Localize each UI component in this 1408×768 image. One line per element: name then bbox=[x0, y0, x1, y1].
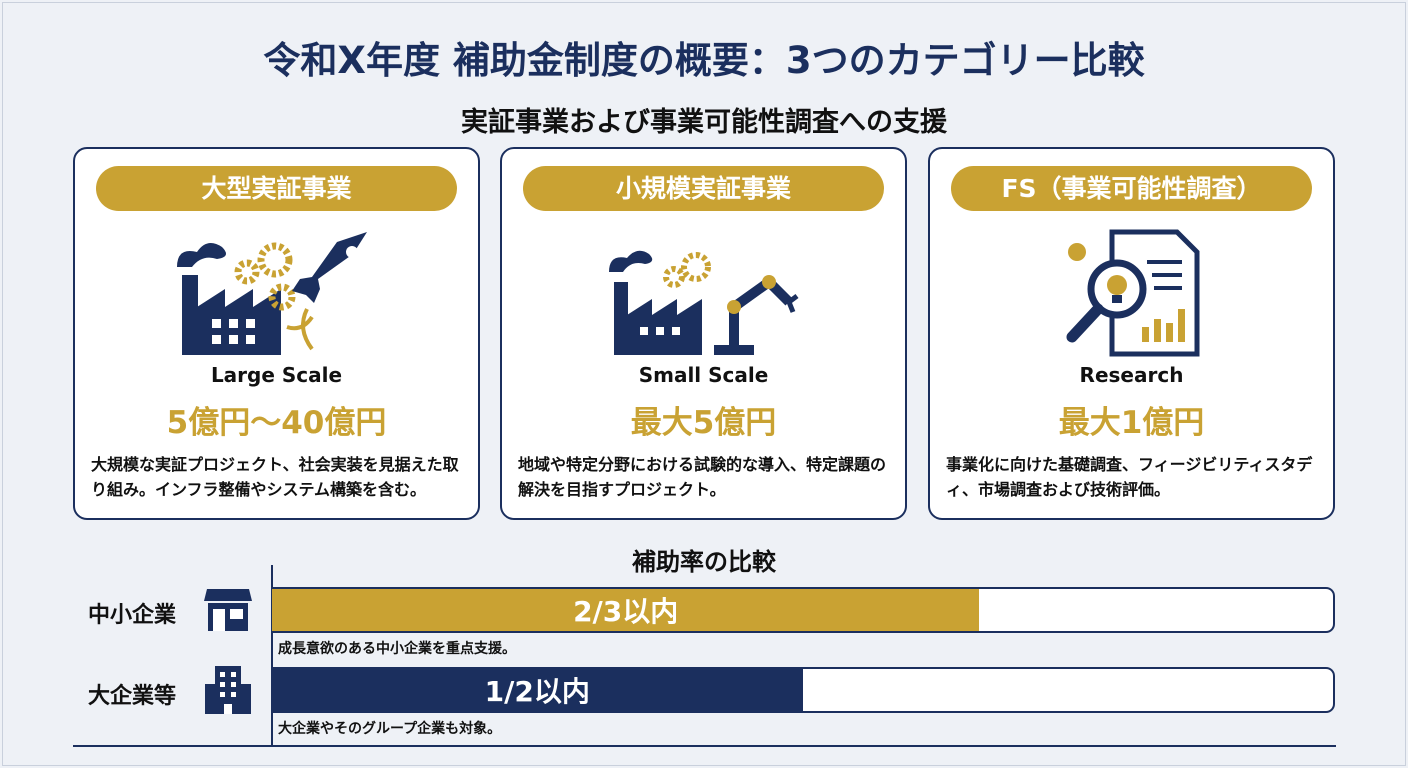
card-small-scale: 小規模実証事業 Small Scale 最大5億円 地域や特定分野における試験的… bbox=[500, 147, 907, 520]
card-amount: 最大5億円 bbox=[630, 405, 777, 441]
card-large-scale: 大型実証事業 Large Scale 5億円〜40億円 大規模な実証プロジェクト… bbox=[73, 147, 480, 520]
rates-heading: 補助率の比較 bbox=[632, 548, 776, 576]
rate-text: 1/2以内 bbox=[484, 675, 590, 708]
row-label: 大企業等 bbox=[88, 684, 177, 709]
card-label-en: Research bbox=[1079, 363, 1184, 387]
magnifier-document-icon bbox=[930, 227, 1333, 359]
row-label: 中小企業 bbox=[88, 603, 177, 628]
row-note: 大企業やそのグループ企業も対象。 bbox=[278, 721, 502, 737]
page-subtitle: 実証事業および事業可能性調査への支援 bbox=[461, 107, 947, 138]
factory-gears-rocket-icon bbox=[75, 227, 478, 359]
baseline bbox=[73, 745, 1336, 747]
card-label-en: Large Scale bbox=[210, 363, 343, 387]
page-title: 令和X年度 補助金制度の概要：3つのカテゴリー比較 bbox=[263, 39, 1145, 82]
card-description: 大規模な実証プロジェクト、社会実装を見据えた取り組み。インフラ整備やシステム構築… bbox=[91, 455, 459, 499]
rate-bar-fill: 2/3以内 bbox=[272, 589, 980, 631]
office-building-icon bbox=[203, 664, 253, 720]
axis-line bbox=[271, 565, 273, 746]
card-heading: 小規模実証事業 bbox=[523, 166, 884, 211]
rate-text: 2/3以内 bbox=[573, 595, 679, 628]
store-icon bbox=[203, 585, 253, 637]
factory-robot-arm-icon bbox=[502, 227, 905, 359]
rate-bar-large: 1/2以内 bbox=[272, 667, 1335, 713]
card-heading: FS（事業可能性調査） bbox=[951, 166, 1312, 211]
card-description: 事業化に向けた基礎調査、フィージビリティスタディ、市場調査および技術評価。 bbox=[946, 455, 1313, 499]
card-research: FS（事業可能性調査） Research 最大1億円 事業化に向けた基礎調査、フ… bbox=[928, 147, 1335, 520]
card-amount: 5億円〜40億円 bbox=[166, 405, 387, 441]
rate-bar-fill: 1/2以内 bbox=[272, 669, 803, 711]
card-description: 地域や特定分野における試験的な導入、特定課題の解決を目指すプロジェクト。 bbox=[518, 455, 887, 499]
card-label-en: Small Scale bbox=[638, 363, 769, 387]
card-amount: 最大1億円 bbox=[1058, 405, 1205, 441]
card-heading: 大型実証事業 bbox=[96, 166, 457, 211]
row-note: 成長意欲のある中小企業を重点支援。 bbox=[278, 641, 516, 657]
rate-bar-sme: 2/3以内 bbox=[272, 587, 1335, 633]
